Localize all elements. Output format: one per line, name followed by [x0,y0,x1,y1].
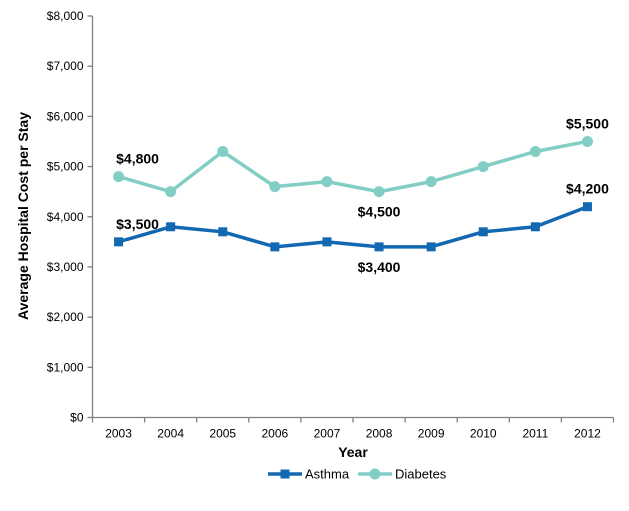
y-tick-label: $0 [70,411,84,425]
marker-diabetes-2012 [581,135,593,147]
marker-asthma-2004 [166,222,176,232]
x-tick-label: 2010 [470,427,497,441]
x-tick-label: 2003 [105,427,132,441]
marker-diabetes-2003 [113,171,125,183]
y-tick-label: $7,000 [47,59,84,73]
marker-asthma-2012 [582,202,592,212]
marker-asthma-2007 [322,237,332,247]
y-axis-title: Average Hospital Cost per Stay [15,112,31,320]
y-tick-label: $8,000 [47,9,84,23]
y-tick-label: $2,000 [47,310,84,324]
y-tick-label: $6,000 [47,109,84,123]
data-label-diabetes-2003: $4,800 [116,151,159,167]
x-tick-label: 2012 [574,427,601,441]
x-tick-label: 2004 [157,427,184,441]
marker-asthma-2011 [530,222,540,232]
marker-asthma-2010 [478,227,488,237]
marker-asthma-2009 [426,242,436,252]
marker-diabetes-2007 [321,176,333,188]
x-tick-label: 2005 [209,427,236,441]
marker-diabetes-2008 [373,186,385,198]
series-line-diabetes [118,139,588,194]
marker-diabetes-2006 [269,181,281,193]
marker-asthma-2005 [218,227,228,237]
marker-diabetes-2004 [165,186,177,198]
marker-diabetes-2011 [529,146,541,158]
series-line-asthma [118,205,589,249]
y-tick-label: $1,000 [47,360,84,374]
y-tick-label: $4,000 [47,210,84,224]
x-axis-title: Year [338,444,368,460]
x-tick-label: 2009 [418,427,445,441]
marker-diabetes-2005 [217,146,229,158]
data-label-asthma-2003: $3,500 [116,216,159,232]
data-label-asthma-2008: $3,400 [358,259,401,275]
legend-label-diabetes: Diabetes [395,467,447,482]
plot-area: $0 $1,000 $2,000 $3,000 $4,000 $5,000 $6,000 $7… [47,9,615,441]
y-tick-label: $3,000 [47,260,84,274]
legend-marker-square [280,469,290,479]
legend-item-diabetes: Diabetes [358,467,447,482]
legend: Asthma Diabetes [268,467,447,482]
x-tick-label: 2007 [314,427,341,441]
x-tick-label: 2008 [366,427,393,441]
marker-asthma-2006 [270,242,280,252]
y-tick-label: $5,000 [47,160,84,174]
marker-asthma-2003 [114,237,124,247]
legend-item-asthma: Asthma [268,467,350,482]
data-label-diabetes-2008: $4,500 [358,204,401,220]
marker-diabetes-2009 [425,176,437,188]
marker-asthma-2008 [374,242,384,252]
x-tick-label: 2011 [522,427,548,441]
data-label-asthma-2012: $4,200 [566,181,609,197]
legend-marker-circle [369,468,381,480]
legend-label-asthma: Asthma [305,467,350,482]
x-tick-label: 2006 [261,427,288,441]
data-label-diabetes-2012: $5,500 [566,115,609,131]
marker-diabetes-2010 [477,161,489,173]
